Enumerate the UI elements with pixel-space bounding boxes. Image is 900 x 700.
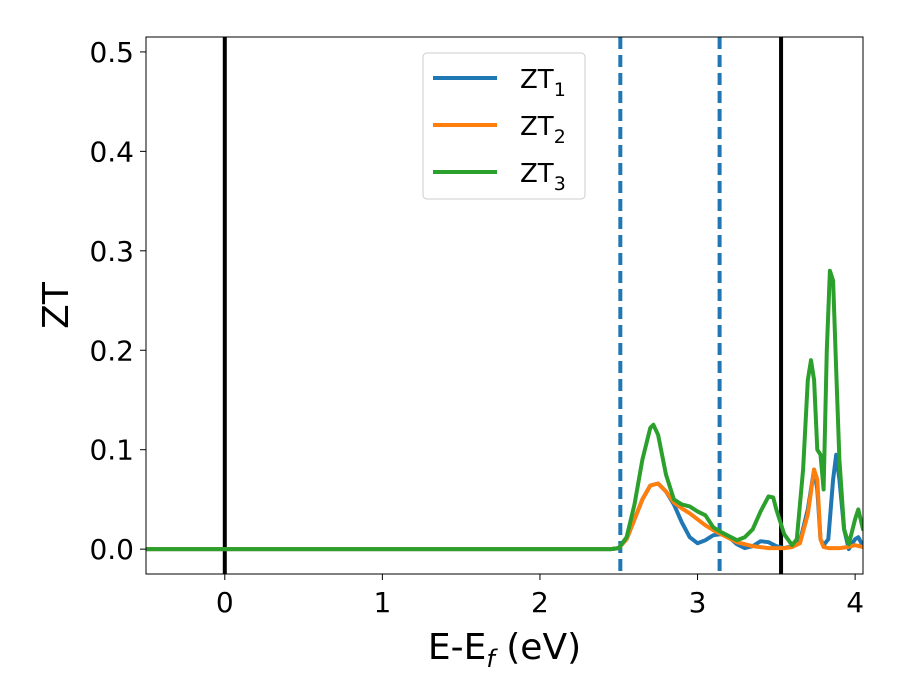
x-axis: 0 1 2 3 4 (216, 574, 864, 619)
y-tick-label: 0.1 (89, 434, 134, 467)
x-tick-label: 1 (373, 586, 391, 619)
legend: ZT1 ZT2 ZT3 (422, 52, 586, 200)
series-line-zt1 (146, 452, 863, 552)
legend-label-zt2: ZT2 (520, 112, 566, 148)
y-axis: 0.0 0.1 0.2 0.3 0.4 0.5 (89, 36, 146, 566)
y-tick-label: 0.5 (89, 36, 134, 69)
series-layer (146, 268, 863, 552)
y-tick-label: 0.0 (89, 533, 134, 566)
legend-label-zt1: ZT1 (520, 65, 566, 101)
plot-frame (145, 36, 864, 575)
x-tick-label: 3 (689, 586, 707, 619)
y-axis-label: ZT (36, 281, 77, 329)
y-tick-label: 0.2 (89, 334, 134, 367)
y-tick-label: 0.3 (89, 235, 134, 268)
legend-frame (422, 52, 586, 200)
legend-label-zt3: ZT3 (520, 159, 566, 195)
x-tick-label: 0 (216, 586, 234, 619)
x-axis-label: E-Ef (eV) (428, 627, 581, 673)
y-tick-label: 0.4 (89, 135, 134, 168)
x-tick-label: 4 (846, 586, 864, 619)
x-tick-label: 2 (531, 586, 549, 619)
series-line-zt2 (146, 467, 863, 552)
reference-lines (222, 37, 784, 574)
series-line-zt3 (146, 268, 863, 552)
